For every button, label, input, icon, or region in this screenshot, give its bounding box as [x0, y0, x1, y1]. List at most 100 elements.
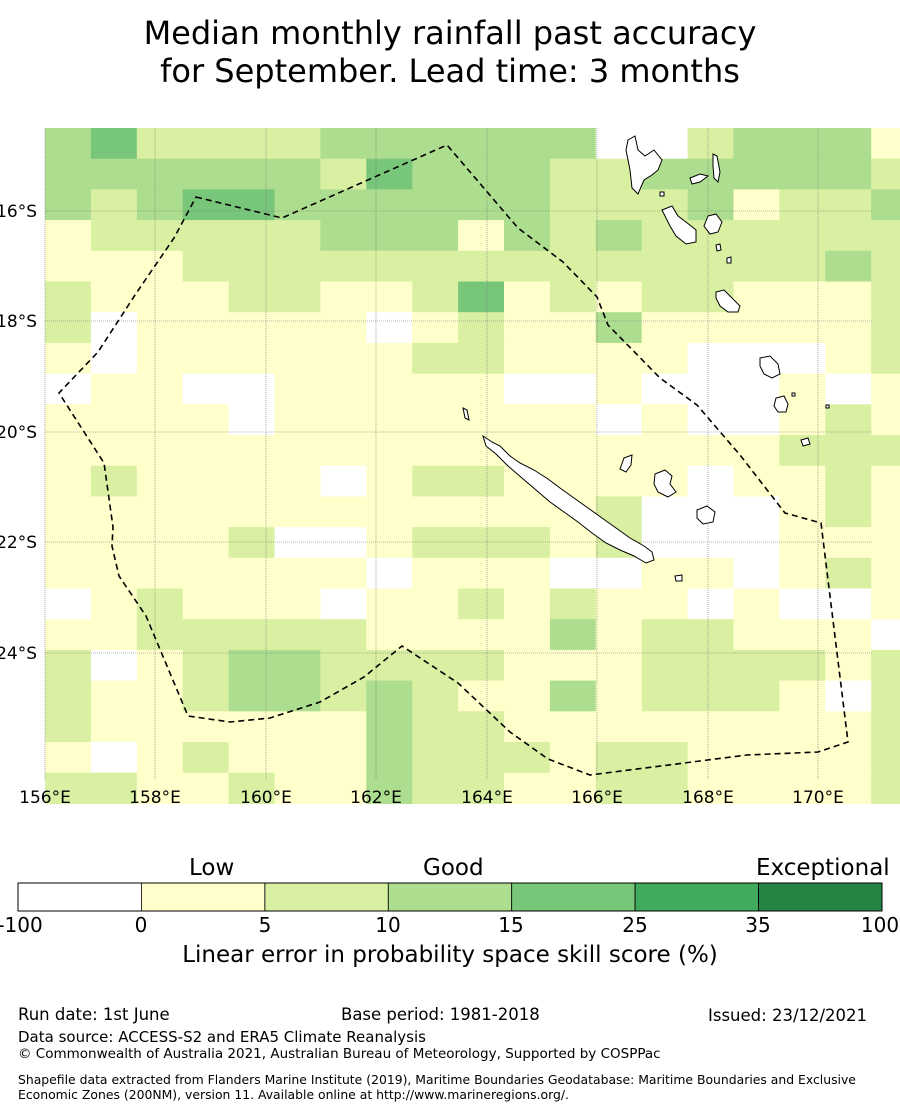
- grid-cell: [504, 619, 551, 651]
- colorbar-tick-3: 10: [375, 913, 400, 937]
- level-label-low: Low: [189, 855, 235, 881]
- grid-cell: [733, 465, 780, 497]
- grid-cell: [549, 772, 597, 804]
- grid-cell: [90, 373, 138, 405]
- grid-cell: [641, 281, 689, 313]
- grid-cell: [136, 742, 184, 774]
- grid-cell: [320, 312, 367, 344]
- grid-cell: [733, 435, 780, 467]
- grid-cell: [504, 742, 551, 774]
- grid-cell: [549, 250, 597, 283]
- grid-cell: [733, 128, 780, 160]
- grid-cell: [458, 557, 505, 590]
- grid-cell: [136, 496, 184, 528]
- grid-cell: [136, 557, 184, 590]
- grid-cell: [366, 342, 413, 375]
- grid-cell: [45, 220, 92, 252]
- grid-cell: [458, 189, 505, 221]
- grid-cell: [320, 281, 367, 313]
- grid-cell: [45, 342, 92, 375]
- grid-cell: [228, 250, 276, 283]
- title-line-1: Median monthly rainfall past accuracy: [143, 14, 757, 52]
- grid-cell: [595, 435, 643, 467]
- grid-cell: [412, 435, 459, 467]
- grid-cell: [274, 619, 321, 651]
- grid-cell: [687, 527, 735, 559]
- grid-cell: [779, 465, 826, 497]
- ambae-island: [689, 173, 710, 185]
- grid-cell: [733, 496, 780, 528]
- run-date: Run date: 1st June: [18, 1005, 170, 1024]
- grid-cell: [504, 128, 551, 160]
- grid-cell: [549, 649, 597, 682]
- grid-cell: [458, 342, 505, 375]
- grid-cell: [504, 496, 551, 528]
- skill-score-map: 156°E 158°E 160°E 162°E 164°E 166°E 168°…: [0, 128, 900, 808]
- grid-cell: [458, 649, 505, 682]
- grid-cell: [779, 527, 826, 559]
- grid-cell: [458, 250, 505, 283]
- colorbar-swatch: [17, 882, 142, 912]
- grid-cell: [458, 281, 505, 313]
- grid-cell: [274, 680, 321, 712]
- grid-cell: [687, 250, 735, 283]
- grid-cell: [90, 158, 138, 190]
- grid-cell: [274, 342, 321, 375]
- grid-cell: [274, 404, 321, 436]
- grid-cell: [274, 312, 321, 344]
- grid-cell: [228, 342, 276, 375]
- grid-cell: [320, 189, 367, 221]
- grid-cell: [136, 342, 184, 375]
- grid-cell: [366, 465, 413, 497]
- grid-cell: [182, 220, 230, 252]
- grid-cell: [412, 496, 459, 528]
- grid-cell: [641, 250, 689, 283]
- grid-cell: [320, 742, 367, 774]
- grid-cell: [779, 557, 826, 590]
- grid-cell: [641, 312, 689, 344]
- grid-cell: [595, 465, 643, 497]
- grid-cell: [228, 373, 276, 405]
- grid-cell: [871, 588, 900, 620]
- grid-cell: [504, 312, 551, 344]
- grid-cell: [641, 742, 689, 774]
- level-label-good: Good: [423, 855, 484, 881]
- grid-cell: [228, 312, 276, 344]
- grid-cell: [228, 435, 276, 467]
- grid-cell: [90, 312, 138, 344]
- grid-cell: [366, 435, 413, 467]
- colorbar-swatch: [634, 882, 759, 912]
- colorbar: -100 0 5 10 15 25 35 100: [0, 882, 899, 937]
- grid-cell: [641, 680, 689, 712]
- grid-cell: [549, 435, 597, 467]
- grid-cell: [595, 588, 643, 620]
- grid-cell: [595, 312, 643, 344]
- grid-cell: [412, 404, 459, 436]
- grid-cell: [228, 128, 276, 160]
- grid-cell: [687, 312, 735, 344]
- grid-cell: [274, 128, 321, 160]
- y-tick-24s: 24°S: [0, 644, 37, 664]
- grid-cell: [825, 189, 872, 221]
- grid-cell: [595, 742, 643, 774]
- grid-cell: [274, 158, 321, 190]
- grid-cell: [228, 711, 276, 743]
- grid-cell: [274, 435, 321, 467]
- grid-cell: [871, 250, 900, 283]
- ambrym-island: [703, 213, 723, 235]
- grid-cell: [45, 465, 92, 497]
- grid-cell: [779, 281, 826, 313]
- grid-cell: [825, 312, 872, 344]
- grid-cell: [549, 711, 597, 743]
- grid-cell: [871, 435, 900, 467]
- chart-title: Median monthly rainfall past accuracy fo…: [0, 14, 900, 90]
- grid-cell: [458, 128, 505, 160]
- grid-cell: [412, 680, 459, 712]
- grid-cell: [825, 128, 872, 160]
- grid-cell: [182, 772, 230, 804]
- colorbar-frame: [17, 882, 883, 912]
- grid-cell: [825, 772, 872, 804]
- grid-cell: [641, 772, 689, 804]
- grid-cell: [871, 281, 900, 313]
- grid-cell: [182, 281, 230, 313]
